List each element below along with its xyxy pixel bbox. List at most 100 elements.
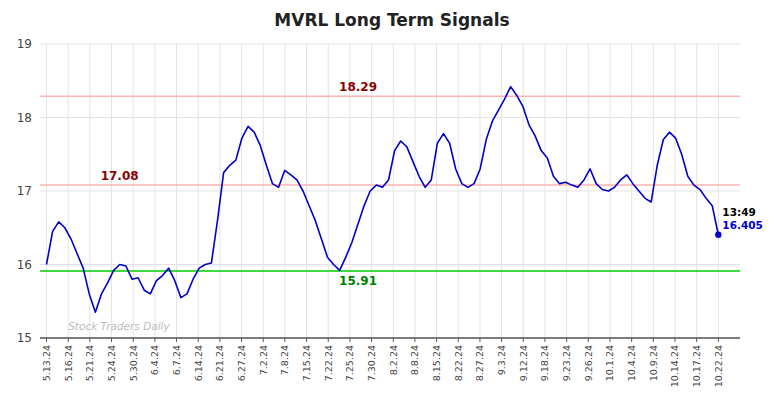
x-grid-line [263,44,264,338]
title: MVRL Long Term Signals [274,10,509,30]
x-tick [523,338,524,342]
x-grid-line [523,44,524,338]
chart: MVRL Long Term Signals15161718195.13.245… [0,0,784,398]
x-tick-label: 5.24.24 [106,345,117,381]
x-tick [133,338,134,342]
x-grid-line [133,44,134,338]
x-tick [696,338,697,342]
x-grid-line [328,44,329,338]
reference-label: 17.08 [101,169,139,183]
x-grid-line [306,44,307,338]
x-tick [458,338,459,342]
x-tick-label: 8.15.24 [431,345,442,381]
x-grid-line [393,44,394,338]
x-tick [371,338,372,342]
watermark: Stock Traders Daily [68,320,170,332]
plot-data [40,87,740,313]
x-grid-line [501,44,502,338]
x-tick [328,338,329,342]
x-grid-line [46,44,47,338]
x-tick [176,338,177,342]
x-tick-label: 9.26.24 [583,345,594,381]
x-tick [436,338,437,342]
x-tick [241,338,242,342]
grid [40,44,740,338]
x-grid-line [414,44,415,338]
x-tick-label: 7.25.24 [344,345,355,381]
reference-line [40,95,740,97]
x-tick-label: 8.22.24 [453,345,464,381]
x-tick-label: 5.13.24 [41,345,52,381]
x-grid-line [631,44,632,338]
x-tick [631,338,632,342]
x-tick [219,338,220,342]
x-tick [588,338,589,342]
x-grid-line [68,44,69,338]
x-grid-line [154,44,155,338]
x-tick [653,338,654,342]
y-grid-line [40,191,740,192]
x-tick [566,338,567,342]
x-tick [674,338,675,342]
x-tick-label: 10.4.24 [626,345,637,381]
x-tick-label: 6.7.24 [171,345,182,375]
x-tick [479,338,480,342]
x-tick [154,338,155,342]
x-grid-line [566,44,567,338]
x-tick-label: 10.1.24 [604,345,615,381]
x-grid-line [458,44,459,338]
x-tick [718,338,719,342]
x-grid-line [718,44,719,338]
x-grid-line [696,44,697,338]
x-tick-label: 8.8.24 [409,345,420,375]
last-time-label: 13:49 [722,206,755,218]
x-axis-line [40,337,740,339]
x-tick-label: 7.30.24 [366,345,377,381]
x-tick-label: 9.18.24 [539,345,550,381]
x-tick-label: 7.15.24 [301,345,312,381]
x-tick [306,338,307,342]
x-tick-label: 8.27.24 [474,345,485,381]
x-grid-line [674,44,675,338]
y-tick-label: 15 [17,331,32,345]
x-grid-line [479,44,480,338]
x-tick [198,338,199,342]
x-grid-line [436,44,437,338]
x-tick-label: 7.2.24 [258,345,269,375]
x-tick [414,338,415,342]
x-grid-line [176,44,177,338]
last-point [715,232,721,238]
x-tick-label: 5.21.24 [84,345,95,381]
price-line [47,87,719,313]
reference-line [40,270,740,272]
y-grid-line [40,338,740,339]
x-tick-label: 10.17.24 [691,345,702,387]
x-tick-label: 5.30.24 [128,345,139,381]
x-tick-label: 7.22.24 [323,345,334,381]
x-tick-label: 10.22.24 [713,345,724,387]
x-tick [111,338,112,342]
y-tick-label: 17 [17,184,32,198]
x-tick [89,338,90,342]
x-grid-line [111,44,112,338]
reference-label: 18.29 [339,80,377,94]
y-grid-line [40,117,740,118]
x-tick-label: 8.2.24 [388,345,399,375]
x-tick [46,338,47,342]
x-tick-label: 7.8.24 [279,345,290,375]
last-value-label: 16.405 [722,219,763,231]
reference-label: 15.91 [339,274,377,288]
x-grid-line [219,44,220,338]
x-grid-line [198,44,199,338]
x-tick-label: 6.27.24 [236,345,247,381]
x-tick-label: 6.14.24 [193,345,204,381]
x-tick [263,338,264,342]
y-tick-label: 16 [17,258,32,272]
x-tick-label: 6.4.24 [149,345,160,375]
x-tick-label: 10.14.24 [669,345,680,387]
x-grid-line [588,44,589,338]
x-grid-line [284,44,285,338]
x-tick [393,338,394,342]
y-grid-line [40,44,740,45]
x-grid-line [544,44,545,338]
